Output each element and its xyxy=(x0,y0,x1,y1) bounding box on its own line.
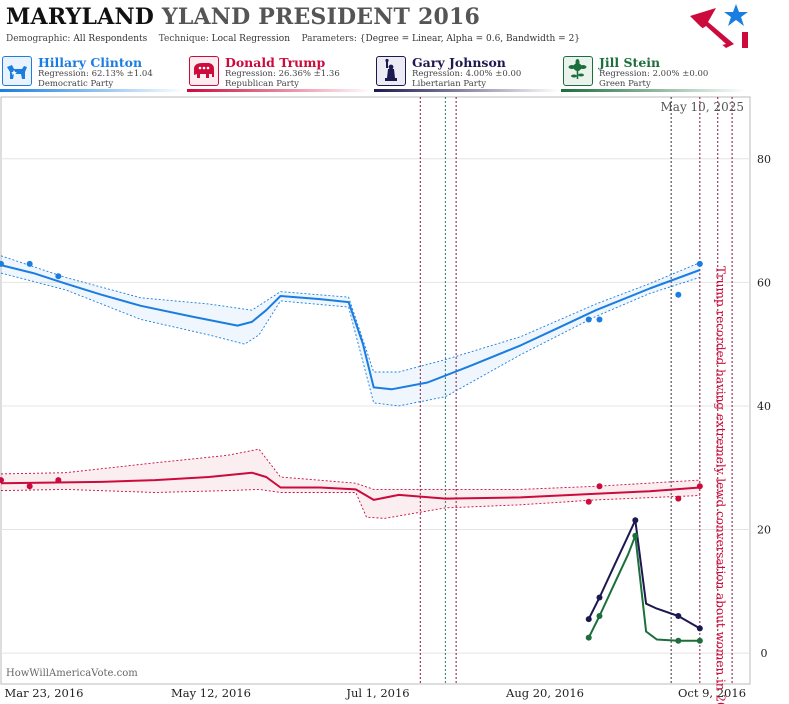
site-credit: HowWillAmericaVote.com xyxy=(6,668,138,679)
hillary-clinton-poll-point xyxy=(0,260,4,267)
candidate-party: Libertarian Party xyxy=(412,79,487,89)
donald-trump-poll-point xyxy=(675,495,682,502)
hillary-clinton-poll-point xyxy=(585,316,592,323)
candidate-color-bar xyxy=(0,89,185,92)
gary-johnson-poll-point xyxy=(632,517,639,524)
x-tick-label: Jul 1, 2016 xyxy=(345,686,409,700)
donald-trump-poll-point xyxy=(0,477,4,484)
donald-trump-poll-point xyxy=(55,477,62,484)
x-tick-label: Aug 20, 2016 xyxy=(505,686,584,700)
candidate-card-stein[interactable]: Jill Stein Regression: 2.00% ±0.00 Green… xyxy=(561,53,746,92)
candidate-regression: Regression: 2.00% ±0.00 xyxy=(599,69,709,79)
y-tick-label: 0 xyxy=(761,647,768,660)
technique-value: Local Regression xyxy=(211,34,291,44)
candidate-legend: Hillary Clinton Regression: 62.13% ±1.04… xyxy=(0,53,750,93)
parameters-label: Parameters: xyxy=(301,34,357,44)
y-tick-label: 20 xyxy=(757,524,771,537)
hillary-clinton-poll-point xyxy=(696,260,703,267)
gary-johnson-poll-point xyxy=(696,625,703,632)
candidate-card-clinton[interactable]: Hillary Clinton Regression: 62.13% ±1.04… xyxy=(0,53,185,92)
donald-trump-confidence-band xyxy=(1,449,700,519)
candidate-name: Jill Stein xyxy=(599,55,661,70)
jill-stein-poll-point xyxy=(632,532,639,539)
title-sub: YLAND PRESIDENT 2016 xyxy=(161,4,481,30)
liberty-statue-icon xyxy=(376,56,406,86)
hillary-clinton-poll-point xyxy=(596,316,603,323)
site-logo-icon xyxy=(690,4,748,48)
gary-johnson-poll-point xyxy=(675,613,682,620)
x-tick-label: Mar 23, 2016 xyxy=(5,686,84,700)
plot-frame xyxy=(0,96,751,685)
jill-stein-poll-point xyxy=(675,637,682,644)
hillary-clinton-confidence-band xyxy=(1,255,700,406)
parameters-value: {Degree = Linear, Alpha = 0.6, Bandwidth… xyxy=(359,34,581,44)
candidate-card-johnson[interactable]: Gary Johnson Regression: 4.00% ±0.00 Lib… xyxy=(374,53,559,92)
demographic-label: Demographic: xyxy=(6,34,71,44)
donald-trump-poll-point xyxy=(596,483,603,490)
hillary-clinton-trend-line xyxy=(0,264,701,391)
donald-trump-lower-bound xyxy=(0,488,700,519)
y-tick-label: 40 xyxy=(757,400,771,413)
jill-stein-poll-point xyxy=(596,613,603,620)
hillary-clinton-lower-bound xyxy=(0,272,700,407)
jill-stein-poll-point xyxy=(696,637,703,644)
hillary-clinton-poll-point xyxy=(26,260,33,267)
candidate-party: Green Party xyxy=(599,79,651,89)
donkey-icon xyxy=(2,56,32,86)
donald-trump-upper-bound xyxy=(0,448,700,490)
candidate-regression: Regression: 62.13% ±1.04 xyxy=(38,69,153,79)
candidate-card-trump[interactable]: Donald Trump Regression: 26.36% ±1.36 Re… xyxy=(187,53,372,92)
candidate-name: Donald Trump xyxy=(225,55,326,70)
gary-johnson-poll-point xyxy=(596,594,603,601)
parameters-line: Demographic: All Respondents Technique: … xyxy=(6,34,580,44)
candidate-party: Republican Party xyxy=(225,79,299,89)
elephant-icon xyxy=(189,56,219,86)
jill-stein-poll-point xyxy=(585,634,592,641)
hillary-clinton-poll-point xyxy=(675,291,682,298)
date-stamp: May 10, 2025 xyxy=(661,100,744,114)
title-main: MARYLAND xyxy=(6,4,155,30)
y-tick-label: 80 xyxy=(757,153,771,166)
x-tick-label: Oct 9, 2016 xyxy=(678,686,746,700)
page-title: MARYLAND YLAND PRESIDENT 2016 xyxy=(6,4,480,30)
donald-trump-poll-point xyxy=(696,483,703,490)
gary-johnson-poll-point xyxy=(585,616,592,623)
hillary-clinton-poll-point xyxy=(55,273,62,280)
candidate-color-bar xyxy=(187,89,372,92)
hillary-clinton-upper-bound xyxy=(0,255,700,373)
green-leaf-icon xyxy=(563,56,593,86)
event-annotation: Trump recorded having extremely lewd con… xyxy=(714,266,728,704)
technique-label: Technique: xyxy=(158,34,209,44)
demographic-value: All Respondents xyxy=(73,34,148,44)
donald-trump-poll-point xyxy=(585,498,592,505)
candidate-regression: Regression: 26.36% ±1.36 xyxy=(225,69,340,79)
donald-trump-trend-line xyxy=(0,471,700,501)
x-tick-label: May 12, 2016 xyxy=(171,686,251,700)
candidate-name: Gary Johnson xyxy=(412,55,506,70)
y-tick-label: 60 xyxy=(757,276,771,289)
candidate-regression: Regression: 4.00% ±0.00 xyxy=(412,69,522,79)
candidate-party: Democratic Party xyxy=(38,79,114,89)
candidate-color-bar xyxy=(374,89,559,92)
candidate-color-bar xyxy=(561,89,746,92)
donald-trump-poll-point xyxy=(26,483,33,490)
candidate-name: Hillary Clinton xyxy=(38,55,143,70)
